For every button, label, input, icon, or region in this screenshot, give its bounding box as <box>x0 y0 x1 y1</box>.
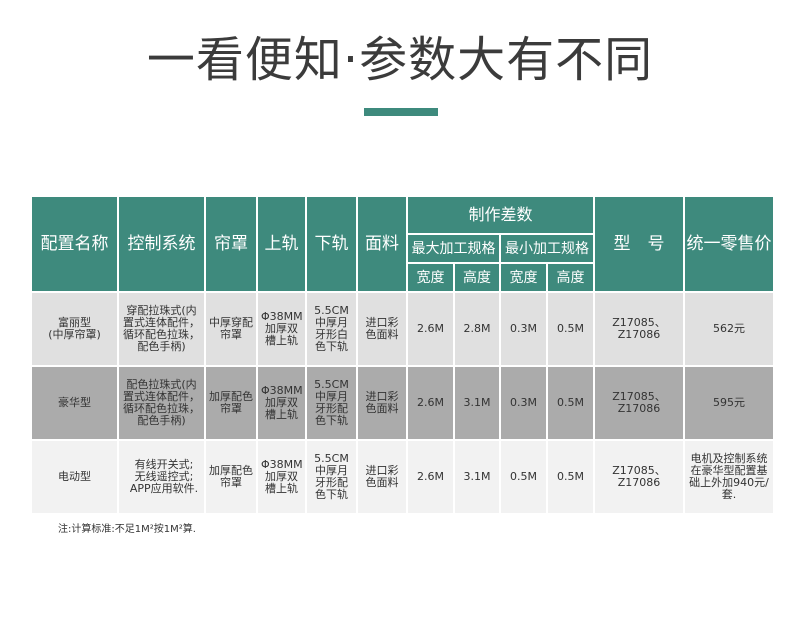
min-height-cell: 0.5M <box>548 441 594 513</box>
header-size-diff: 制作差数 <box>408 197 594 233</box>
max-width-cell: 2.6M <box>408 441 453 513</box>
top-rail-cell: Φ38MM加厚双槽上轨 <box>258 367 305 439</box>
page-title: 一看便知·参数大有不同 <box>146 32 654 88</box>
title-underline <box>364 108 438 116</box>
header-min-spec: 最小加工规格 <box>501 235 594 262</box>
header-fabric: 面料 <box>358 197 406 291</box>
max-height-cell: 3.1M <box>455 441 499 513</box>
max-height-cell: 3.1M <box>455 367 499 439</box>
max-width-cell: 2.6M <box>408 293 453 365</box>
fabric-cell: 进口彩色面料 <box>358 441 406 513</box>
header-bottom-rail: 下轨 <box>307 197 356 291</box>
max-height-cell: 2.8M <box>455 293 499 365</box>
curtain-cover-cell: 中厚穿配帘罩 <box>206 293 256 365</box>
min-width-cell: 0.5M <box>501 441 546 513</box>
header-top-rail: 上轨 <box>258 197 305 291</box>
header-min-width: 宽度 <box>501 264 546 291</box>
curtain-cover-cell: 加厚配色帘罩 <box>206 441 256 513</box>
header-control-system: 控制系统 <box>119 197 204 291</box>
bottom-rail-cell: 5.5CM中厚月牙形配色下轨 <box>307 441 356 513</box>
header-config-name: 配置名称 <box>32 197 117 291</box>
control-system-cell: 有线开关式; 无线遥控式; APP应用软件. <box>119 441 204 513</box>
header-min-height: 高度 <box>548 264 594 291</box>
bottom-rail-cell: 5.5CM中厚月牙形白色下轨 <box>307 293 356 365</box>
control-system-cell: 配色拉珠式(内置式连体配件，循环配色拉珠，配色手柄) <box>119 367 204 439</box>
table-row: 豪华型 配色拉珠式(内置式连体配件，循环配色拉珠，配色手柄) 加厚配色帘罩 Φ3… <box>32 367 774 439</box>
curtain-cover-cell: 加厚配色帘罩 <box>206 367 256 439</box>
config-name-cell: 电动型 <box>32 441 117 513</box>
header-max-height: 高度 <box>455 264 499 291</box>
model-cell: Z17085、Z17086 <box>595 293 684 365</box>
header-model: 型 号 <box>595 197 684 291</box>
retail-price-cell: 595元 <box>685 367 774 439</box>
header-max-spec: 最大加工规格 <box>408 235 499 262</box>
fabric-cell: 进口彩色面料 <box>358 367 406 439</box>
table-row: 电动型 有线开关式; 无线遥控式; APP应用软件. 加厚配色帘罩 Φ38MM加… <box>32 441 774 513</box>
header-retail-price: 统一零售价 <box>685 197 774 291</box>
min-height-cell: 0.5M <box>548 293 594 365</box>
header-curtain-cover: 帘罩 <box>206 197 256 291</box>
top-rail-cell: Φ38MM加厚双槽上轨 <box>258 441 305 513</box>
min-width-cell: 0.3M <box>501 293 546 365</box>
top-rail-cell: Φ38MM加厚双槽上轨 <box>258 293 305 365</box>
max-width-cell: 2.6M <box>408 367 453 439</box>
retail-price-cell: 电机及控制系统在豪华型配置基础上外加940元/套. <box>685 441 774 513</box>
fabric-cell: 进口彩色面料 <box>358 293 406 365</box>
config-name-cell: 富丽型 (中厚帘罩) <box>32 293 117 365</box>
table-row: 富丽型 (中厚帘罩) 穿配拉珠式(内置式连体配件，循环配色拉珠，配色手柄) 中厚… <box>32 293 774 365</box>
footnote: 注:计算标准:不足1M²按1M²算. <box>58 524 196 535</box>
bottom-rail-cell: 5.5CM中厚月牙形配色下轨 <box>307 367 356 439</box>
config-name-cell: 豪华型 <box>32 367 117 439</box>
model-cell: Z17085、Z17086 <box>595 367 684 439</box>
min-height-cell: 0.5M <box>548 367 594 439</box>
min-width-cell: 0.3M <box>501 367 546 439</box>
spec-table: 配置名称 控制系统 帘罩 上轨 下轨 面料 制作差数 型 号 统一零售价 最大加… <box>30 195 775 515</box>
model-cell: Z17085、Z17086 <box>595 441 684 513</box>
retail-price-cell: 562元 <box>685 293 774 365</box>
control-system-cell: 穿配拉珠式(内置式连体配件，循环配色拉珠，配色手柄) <box>119 293 204 365</box>
header-max-width: 宽度 <box>408 264 453 291</box>
